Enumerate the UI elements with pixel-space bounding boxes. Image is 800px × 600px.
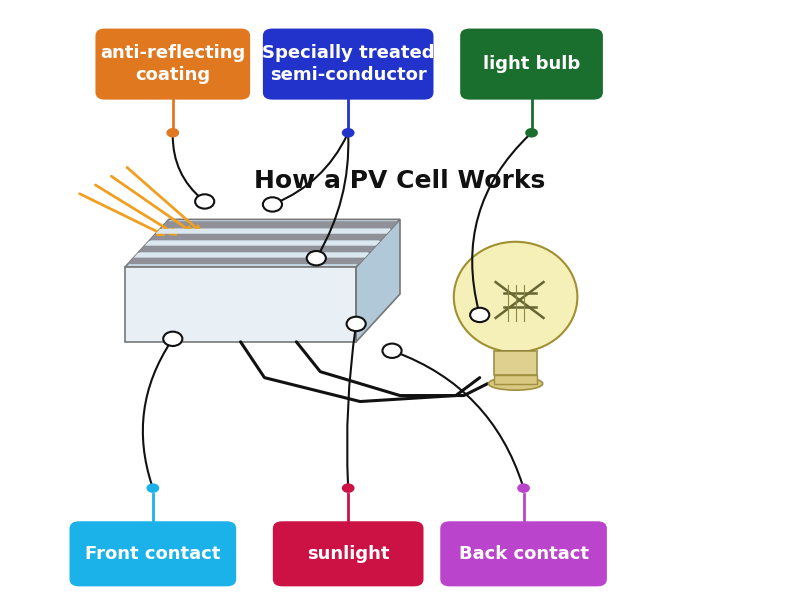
FancyBboxPatch shape <box>440 521 607 586</box>
Text: Specially treated
semi-conductor: Specially treated semi-conductor <box>262 44 434 84</box>
FancyBboxPatch shape <box>263 29 434 100</box>
Polygon shape <box>494 374 537 383</box>
Circle shape <box>346 317 366 331</box>
Ellipse shape <box>489 377 542 390</box>
Polygon shape <box>494 351 537 374</box>
Polygon shape <box>498 351 534 363</box>
Polygon shape <box>128 257 366 264</box>
Polygon shape <box>125 220 400 267</box>
Text: anti-reflecting
coating: anti-reflecting coating <box>100 44 246 84</box>
Text: sunlight: sunlight <box>307 545 390 563</box>
Polygon shape <box>156 229 391 234</box>
Circle shape <box>470 308 490 322</box>
Polygon shape <box>125 267 356 342</box>
Text: How a PV Cell Works: How a PV Cell Works <box>254 169 546 193</box>
FancyBboxPatch shape <box>273 521 423 586</box>
Polygon shape <box>356 220 400 342</box>
Circle shape <box>517 484 530 493</box>
Circle shape <box>163 332 182 346</box>
Text: Front contact: Front contact <box>85 545 221 563</box>
Circle shape <box>342 484 354 493</box>
Circle shape <box>263 197 282 212</box>
Polygon shape <box>145 241 380 245</box>
Circle shape <box>342 128 354 137</box>
Circle shape <box>382 344 402 358</box>
Text: light bulb: light bulb <box>483 55 580 73</box>
Polygon shape <box>138 245 377 252</box>
FancyBboxPatch shape <box>460 29 603 100</box>
Circle shape <box>306 251 326 265</box>
Circle shape <box>525 128 538 137</box>
Circle shape <box>195 194 214 209</box>
Ellipse shape <box>454 242 578 352</box>
Polygon shape <box>150 233 387 240</box>
FancyBboxPatch shape <box>95 29 250 100</box>
Circle shape <box>146 484 159 493</box>
Polygon shape <box>161 221 398 229</box>
Circle shape <box>166 128 179 137</box>
FancyBboxPatch shape <box>70 521 236 586</box>
Text: Back contact: Back contact <box>458 545 589 563</box>
Polygon shape <box>134 253 370 257</box>
